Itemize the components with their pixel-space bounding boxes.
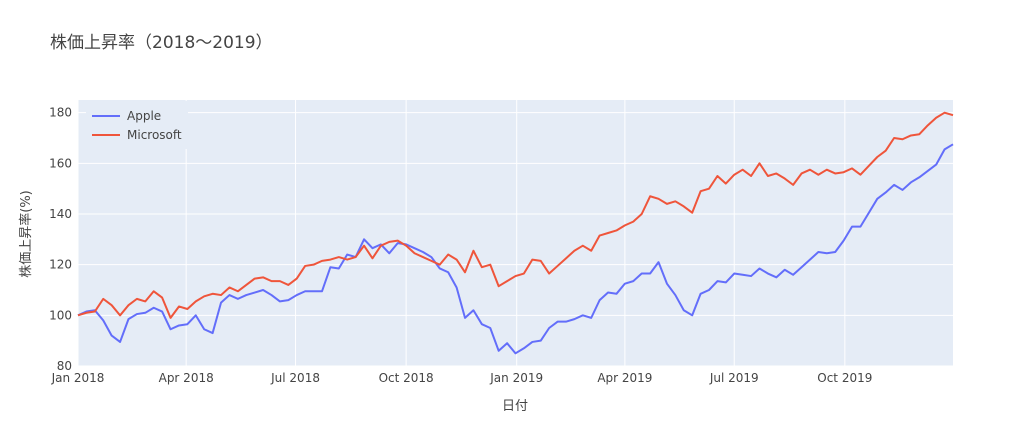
x-axis-ticks: Jan 2018 Apr 2018 Jul 2018 Oct 2018 Jan 2019… — [51, 371, 873, 385]
plot-area — [78, 100, 953, 366]
x-tick-label: Apr 2018 — [159, 371, 214, 385]
y-tick-label: 160 — [49, 156, 72, 170]
legend-box — [86, 101, 188, 149]
y-axis-title: 株価上昇率(%) — [18, 190, 34, 278]
x-axis-title: 日付 — [502, 399, 528, 414]
y-tick-label: 120 — [49, 258, 72, 272]
gridlines — [77, 100, 953, 367]
x-tick-label: Jan 2018 — [51, 371, 105, 385]
series-lines — [77, 111, 954, 355]
x-tick-label: Oct 2019 — [817, 371, 872, 385]
legend-label-microsoft[interactable]: Microsoft — [127, 128, 182, 142]
x-tick-label: Apr 2019 — [597, 371, 652, 385]
x-tick-label: Jul 2019 — [709, 371, 759, 385]
x-tick-label: Jul 2018 — [270, 371, 320, 385]
chart-title: 株価上昇率（2018〜2019） — [50, 33, 273, 53]
y-axis-ticks: 80 100 120 140 160 180 — [49, 106, 72, 373]
x-tick-label: Jan 2019 — [489, 371, 543, 385]
legend-label-apple[interactable]: Apple — [127, 109, 161, 123]
y-tick-label: 180 — [49, 106, 72, 120]
y-tick-label: 80 — [57, 359, 72, 373]
series-line-apple[interactable] — [77, 143, 954, 355]
series-line-microsoft[interactable] — [77, 111, 954, 319]
x-tick-label: Oct 2018 — [379, 371, 434, 385]
legend[interactable]: Apple Microsoft — [86, 101, 188, 149]
y-tick-label: 140 — [49, 207, 72, 221]
y-tick-label: 100 — [49, 308, 72, 322]
